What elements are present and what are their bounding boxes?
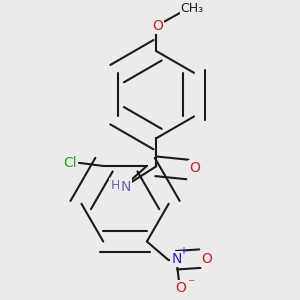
Text: N: N [171,252,182,266]
Text: Cl: Cl [64,156,77,170]
Text: ⁻: ⁻ [187,277,194,291]
Text: O: O [189,161,200,175]
Text: H: H [110,178,120,191]
Text: N: N [121,180,131,194]
Text: +: + [179,247,187,256]
Text: O: O [176,281,187,295]
Text: O: O [201,252,212,266]
Text: CH₃: CH₃ [181,2,204,16]
Text: O: O [152,19,163,33]
